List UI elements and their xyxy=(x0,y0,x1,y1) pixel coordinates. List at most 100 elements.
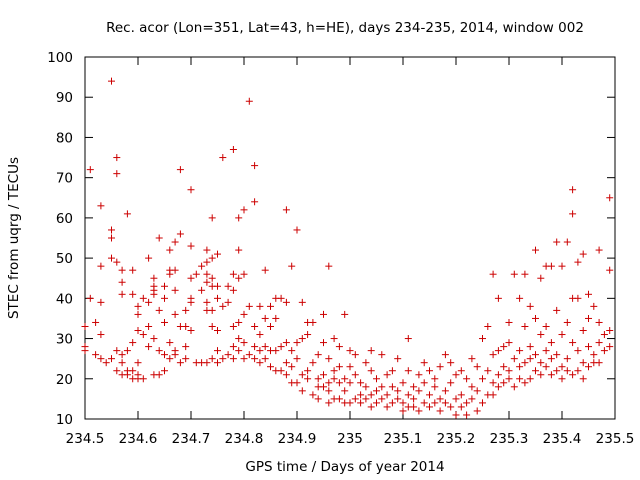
data-point xyxy=(288,363,296,371)
data-point xyxy=(155,347,163,355)
data-point xyxy=(282,339,290,347)
data-point xyxy=(298,298,306,306)
data-point xyxy=(150,282,158,290)
y-tick-label: 10 xyxy=(56,412,73,428)
data-point xyxy=(574,367,582,375)
x-tick-label: 234.6 xyxy=(119,431,158,447)
data-point xyxy=(558,262,566,270)
data-point xyxy=(224,282,232,290)
data-point xyxy=(113,154,121,162)
data-point xyxy=(208,274,216,282)
data-point xyxy=(378,383,386,391)
data-point xyxy=(494,294,502,302)
data-point xyxy=(447,403,455,411)
data-point xyxy=(553,238,561,246)
data-point xyxy=(383,403,391,411)
data-point xyxy=(203,298,211,306)
data-point xyxy=(394,355,402,363)
data-point xyxy=(150,335,158,343)
data-point xyxy=(563,238,571,246)
data-point xyxy=(516,347,524,355)
data-point xyxy=(521,270,529,278)
data-point xyxy=(579,327,587,335)
data-point xyxy=(118,359,126,367)
data-point xyxy=(256,331,264,339)
data-point xyxy=(320,371,327,379)
data-point xyxy=(123,210,131,218)
data-point xyxy=(399,407,407,415)
data-point xyxy=(426,367,433,375)
data-point xyxy=(357,379,365,387)
data-point xyxy=(214,359,221,367)
data-point xyxy=(463,399,471,407)
data-point xyxy=(325,379,333,387)
y-tick-label: 50 xyxy=(56,251,73,267)
data-point xyxy=(373,387,380,395)
data-point xyxy=(208,355,216,363)
data-point xyxy=(595,318,603,326)
data-point xyxy=(404,391,412,399)
data-point xyxy=(108,77,115,85)
data-point xyxy=(155,306,163,314)
data-point xyxy=(214,294,221,302)
data-point xyxy=(526,375,534,383)
data-point xyxy=(81,322,89,330)
data-point xyxy=(590,351,598,359)
data-point xyxy=(346,399,354,407)
data-point xyxy=(479,375,486,383)
data-point xyxy=(282,371,290,379)
data-point xyxy=(256,359,264,367)
data-point xyxy=(161,282,168,290)
data-point xyxy=(595,359,603,367)
data-point xyxy=(558,363,566,371)
data-point xyxy=(97,262,105,270)
data-point xyxy=(251,322,259,330)
data-point xyxy=(574,294,582,302)
data-points xyxy=(81,77,614,419)
data-point xyxy=(309,359,317,367)
data-point xyxy=(479,399,486,407)
y-tick-label: 60 xyxy=(56,211,73,227)
data-point xyxy=(346,347,354,355)
data-point xyxy=(463,375,471,383)
data-point xyxy=(410,403,418,411)
data-point xyxy=(161,367,168,375)
data-point xyxy=(431,383,439,391)
data-point xyxy=(176,166,184,174)
data-point xyxy=(351,395,359,403)
data-point xyxy=(335,343,343,351)
data-point xyxy=(267,302,274,310)
data-point xyxy=(394,387,402,395)
x-axis: 234.5 234.6 234.7 234.8 234.9 235 235.1 235.2 23… xyxy=(66,57,634,447)
data-point xyxy=(97,331,105,339)
data-point xyxy=(113,367,121,375)
data-point xyxy=(335,379,343,387)
data-point xyxy=(404,367,412,375)
data-point xyxy=(346,363,354,371)
x-tick-label: 235.2 xyxy=(437,431,476,447)
data-point xyxy=(161,318,168,326)
data-point xyxy=(251,198,259,206)
data-point xyxy=(473,363,481,371)
data-point xyxy=(426,403,433,411)
data-point xyxy=(219,355,227,363)
data-point xyxy=(214,327,221,335)
data-point xyxy=(484,322,492,330)
data-point xyxy=(187,327,195,335)
data-point xyxy=(500,363,508,371)
data-point xyxy=(521,359,529,367)
x-tick-label: 234.5 xyxy=(66,431,105,447)
data-point xyxy=(606,266,614,274)
data-point xyxy=(134,327,142,335)
data-point xyxy=(229,322,237,330)
data-point xyxy=(341,310,349,318)
data-point xyxy=(415,407,423,415)
data-point xyxy=(489,270,497,278)
data-point xyxy=(81,343,89,351)
data-point xyxy=(494,371,502,379)
data-point xyxy=(436,395,444,403)
data-point xyxy=(441,387,449,395)
y-tick-label: 100 xyxy=(47,50,73,66)
data-point xyxy=(240,339,248,347)
data-point xyxy=(484,367,492,375)
